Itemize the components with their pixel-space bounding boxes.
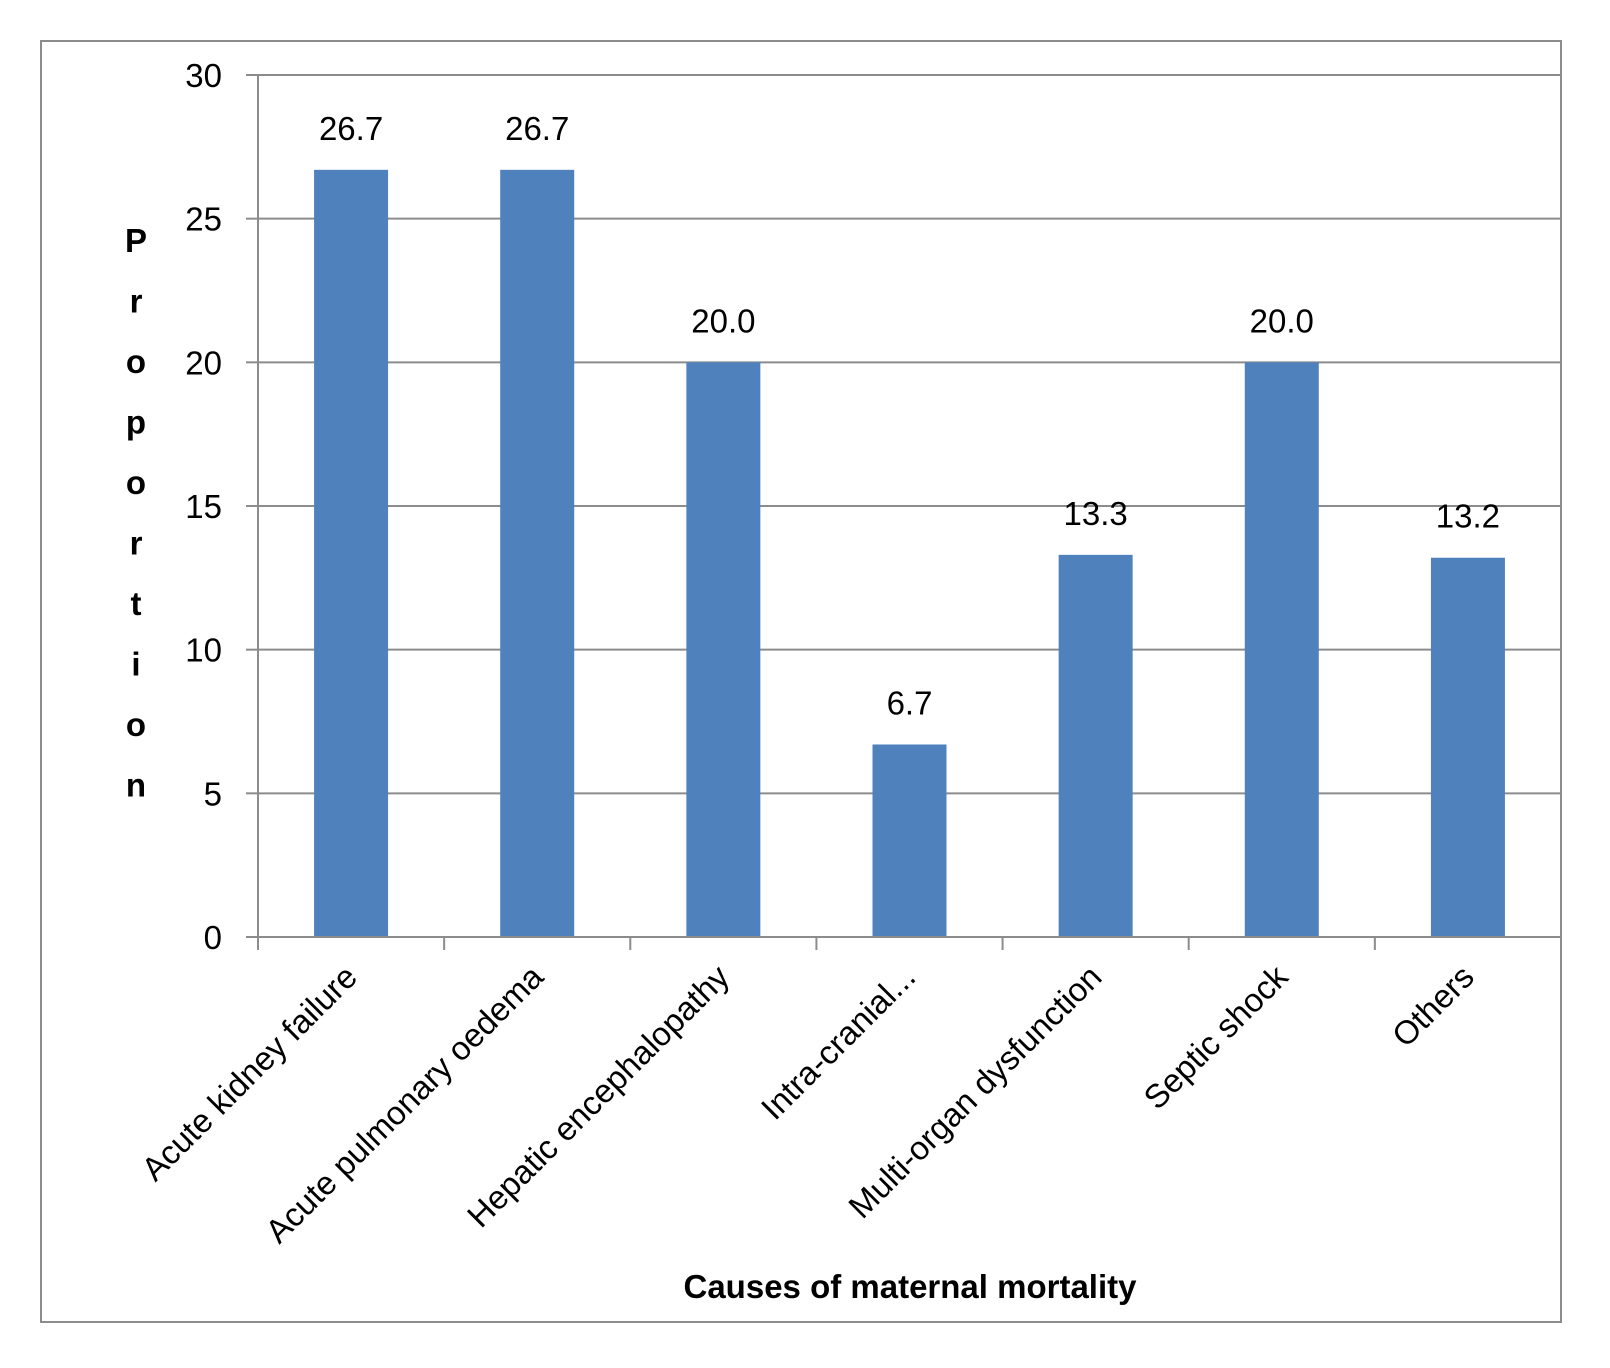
- y-tick-label: 20: [185, 344, 222, 381]
- data-label: 20.0: [1250, 302, 1314, 339]
- x-axis-title: Causes of maternal mortality: [684, 1268, 1138, 1305]
- bar: [1244, 362, 1319, 937]
- x-category-label: Intra-cranial...: [754, 958, 923, 1127]
- x-category-label: Others: [1385, 958, 1481, 1054]
- data-label: 6.7: [887, 684, 933, 721]
- y-axis-title-letter: o: [126, 706, 146, 743]
- y-tick-labels: 0 5 10 15 20 25 30: [185, 57, 222, 956]
- gridlines: [258, 74, 1561, 795]
- bar: [314, 169, 389, 937]
- data-label: 20.0: [691, 302, 755, 339]
- bar: [1430, 557, 1505, 937]
- data-label: 13.3: [1064, 495, 1128, 532]
- y-axis-title-letter: i: [131, 646, 140, 683]
- data-labels: 26.7 26.7 20.0 6.7 13.3 20.0 13.2: [319, 110, 1500, 722]
- axes: [246, 74, 1562, 950]
- bar: [686, 362, 761, 937]
- x-category-label: Septic shock: [1136, 957, 1295, 1116]
- y-tick-label: 5: [204, 775, 222, 812]
- bars: [314, 169, 1505, 937]
- data-label: 13.2: [1436, 498, 1500, 535]
- y-tick-label: 0: [204, 919, 222, 956]
- y-tick-label: 30: [185, 57, 222, 94]
- y-axis-title-letter: r: [130, 525, 143, 562]
- data-label: 26.7: [319, 110, 383, 147]
- y-axis-title-letter: n: [126, 767, 146, 804]
- y-tick-label: 15: [185, 488, 222, 525]
- y-axis-title-letter: P: [125, 222, 147, 259]
- y-tick-label: 10: [185, 632, 222, 669]
- bar: [872, 744, 947, 937]
- y-axis-title-letter: o: [126, 464, 146, 501]
- y-tick-label: 25: [185, 201, 222, 238]
- bar: [500, 169, 575, 937]
- y-axis-title-letter: o: [126, 343, 146, 380]
- y-axis-title-letter: p: [126, 404, 146, 441]
- y-axis-title-letter: r: [130, 283, 143, 320]
- y-axis-title-letter: t: [131, 585, 142, 622]
- data-label: 26.7: [505, 110, 569, 147]
- bar: [1058, 554, 1133, 937]
